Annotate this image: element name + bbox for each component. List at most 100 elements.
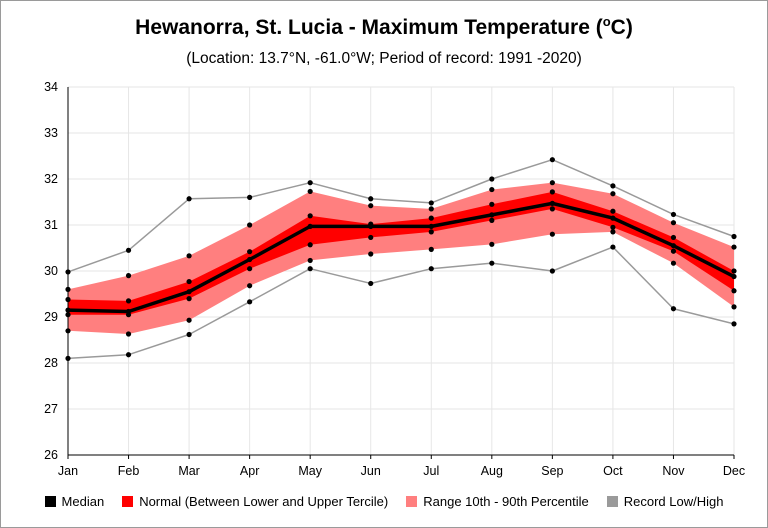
median-point-Apr	[247, 256, 253, 263]
p10-point-Jul	[428, 246, 434, 252]
median-point-Jun	[368, 223, 374, 229]
p90-point-Apr	[247, 222, 253, 228]
y-tick-label-28: 28	[44, 356, 58, 370]
tercile-low-point-Sep	[549, 206, 555, 212]
x-tick-label-Jul: Jul	[423, 464, 439, 478]
p10-point-Apr	[247, 283, 253, 289]
p10-point-Oct	[610, 229, 616, 235]
record-high-point-Aug	[489, 176, 495, 182]
p10-point-Feb	[125, 331, 132, 337]
record-low-point-Nov	[670, 306, 677, 312]
tercile-high-point-May	[307, 213, 313, 219]
tercile-band	[68, 191, 734, 315]
tercile-high-point-Aug	[489, 201, 495, 207]
median-point-Mar	[186, 289, 192, 295]
y-tick-label-31: 31	[44, 218, 58, 232]
legend-swatch-record	[606, 496, 618, 507]
y-tick-label-32: 32	[44, 172, 58, 186]
percentile-band	[68, 182, 734, 335]
p90-point-Dec	[731, 244, 737, 250]
x-tick-label-Jan: Jan	[58, 464, 78, 478]
record-low-point-May	[307, 266, 313, 272]
tercile-high-point-Feb	[125, 298, 132, 304]
p10-point-May	[307, 257, 313, 264]
axes	[67, 87, 735, 459]
p90-point-Aug	[489, 186, 495, 193]
p90-point-Jun	[368, 203, 374, 209]
record-low-point-Mar	[186, 331, 192, 338]
median-point-Dec	[731, 273, 737, 280]
record-low-point-Jul	[428, 266, 434, 272]
tercile-low-point-Mar	[186, 296, 192, 302]
x-tick-label-Jun: Jun	[361, 464, 381, 478]
tercile-high-point-Nov	[670, 234, 677, 241]
p90-point-Nov	[670, 220, 677, 226]
y-tick-label-26: 26	[44, 448, 58, 462]
tercile-low-point-Aug	[489, 217, 495, 223]
median-point-May	[307, 223, 313, 229]
legend-item-median: Median	[44, 494, 105, 509]
record-low-line	[67, 246, 735, 360]
legend-swatch-normal	[122, 496, 134, 507]
record-low-point-Oct	[610, 244, 616, 250]
y-tick-label-27: 27	[44, 402, 58, 416]
p90-point-Mar	[186, 253, 192, 259]
tercile-low-point-Apr	[247, 266, 253, 272]
p90-point-Jul	[428, 206, 434, 212]
record-low-point-Sep	[549, 268, 555, 274]
record-high-point-May	[307, 180, 313, 186]
record-low-point-Feb	[125, 352, 132, 358]
record-high-point-Nov	[670, 211, 677, 218]
p90-point-Sep	[549, 180, 555, 186]
p10-point-Jun	[368, 251, 374, 257]
p10-point-Dec	[731, 304, 737, 310]
median-point-Sep	[549, 200, 555, 206]
record-high-point-Mar	[186, 196, 192, 202]
median-line	[67, 201, 735, 314]
legend-label-percentile: Range 10th - 90th Percentile	[423, 494, 589, 509]
tercile-high-point-Apr	[247, 249, 253, 255]
x-tick-label-Nov: Nov	[662, 464, 685, 478]
record-low-point-Aug	[489, 260, 495, 266]
record-low-point-Jun	[368, 280, 374, 287]
record-high-line	[67, 158, 735, 273]
legend-label-median: Median	[61, 494, 105, 509]
record-low-point-Dec	[731, 321, 737, 327]
x-tick-label-Oct: Oct	[603, 464, 623, 478]
tercile-high-point-Mar	[186, 278, 192, 285]
legend-item-normal: Normal (Between Lower and Upper Tercile)	[122, 494, 388, 509]
p10-point-Mar	[186, 317, 192, 323]
x-tick-label-Dec: Dec	[723, 464, 745, 478]
y-tick-label-29: 29	[44, 310, 58, 324]
record-high-point-Feb	[125, 247, 132, 253]
bands	[68, 182, 734, 335]
tick-labels: 26 27 28 29 30 31 32 33 34 Jan Feb Mar Apr May Jun Jul A…	[44, 80, 745, 478]
median-point-Nov	[670, 243, 677, 249]
p90-point-May	[307, 188, 313, 195]
x-tick-label-Aug: Aug	[481, 464, 503, 478]
median-point-Feb	[125, 308, 132, 315]
legend-item-percentile: Range 10th - 90th Percentile	[406, 494, 589, 509]
x-tick-label-Sep: Sep	[541, 464, 563, 478]
tercile-high-point-Sep	[549, 189, 555, 195]
p10-point-Nov	[670, 260, 677, 266]
record-high-point-Sep	[549, 157, 555, 163]
tercile-high-point-Jul	[428, 215, 434, 221]
legend-label-normal: Normal (Between Lower and Upper Tercile)	[139, 494, 389, 509]
median-point-Oct	[610, 215, 616, 221]
tercile-low-point-Dec	[731, 288, 737, 294]
record-low-point-Apr	[247, 299, 253, 305]
tercile-low-point-Jun	[368, 234, 374, 241]
tercile-low-point-Jul	[428, 229, 434, 235]
series-lines	[65, 157, 737, 361]
median-point-Aug	[489, 212, 495, 218]
record-high-point-Jul	[428, 200, 434, 206]
legend: Median Normal (Between Lower and Upper T…	[0, 494, 768, 509]
p90-point-Feb	[125, 273, 132, 279]
x-tick-label-Feb: Feb	[118, 464, 140, 478]
record-high-point-Apr	[247, 194, 253, 200]
legend-item-record: Record Low/High	[606, 494, 723, 509]
record-high-point-Jun	[368, 196, 374, 202]
